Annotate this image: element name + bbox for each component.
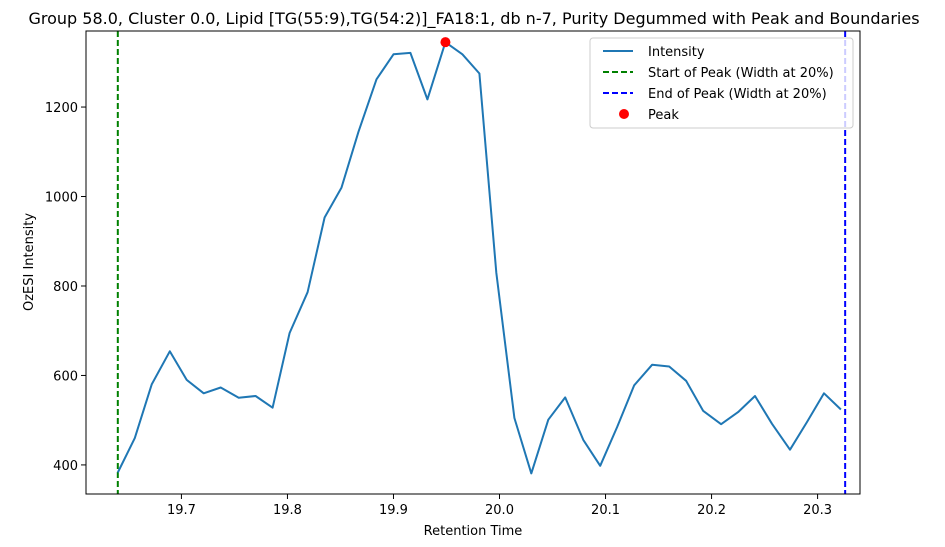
x-axis-ticks: 19.7 19.8 19.9 20.0 20.1 20.2 20.3 xyxy=(167,494,832,518)
series-layer xyxy=(116,41,842,475)
x-axis-label: Retention Time xyxy=(424,524,523,539)
peak-marker xyxy=(440,37,451,48)
legend-swatch-peak xyxy=(619,109,629,119)
legend-entry-intensity: Intensity xyxy=(603,45,705,60)
x-tick-label: 20.3 xyxy=(803,503,832,518)
legend: Intensity Start of Peak (Width at 20%) E… xyxy=(589,37,854,129)
y-axis-label: OzESI Intensity xyxy=(22,213,37,311)
legend-entry-peak: Peak xyxy=(619,108,679,123)
x-tick-label: 20.1 xyxy=(591,503,620,518)
y-tick-label: 800 xyxy=(53,280,78,295)
legend-label-start: Start of Peak (Width at 20%) xyxy=(648,66,834,81)
series-line-intensity xyxy=(116,41,842,475)
chart-title: Group 58.0, Cluster 0.0, Lipid [TG(55:9)… xyxy=(28,9,919,29)
legend-box xyxy=(589,37,854,129)
y-tick-label: 400 xyxy=(53,459,78,474)
y-axis-ticks: 400 600 800 1000 1200 xyxy=(45,101,86,474)
y-tick-label: 1200 xyxy=(45,101,78,116)
x-tick-label: 19.8 xyxy=(273,503,302,518)
y-tick-label: 600 xyxy=(53,369,78,384)
x-tick-label: 20.0 xyxy=(485,503,514,518)
y-tick-label: 1000 xyxy=(45,191,78,206)
x-tick-label: 19.7 xyxy=(167,503,196,518)
legend-label-intensity: Intensity xyxy=(648,45,705,60)
legend-entry-end: End of Peak (Width at 20%) xyxy=(603,87,827,102)
x-tick-label: 19.9 xyxy=(379,503,408,518)
x-tick-label: 20.2 xyxy=(697,503,726,518)
legend-label-peak: Peak xyxy=(648,108,679,123)
legend-label-end: End of Peak (Width at 20%) xyxy=(648,87,827,102)
axes-frame xyxy=(85,30,861,495)
legend-entry-start: Start of Peak (Width at 20%) xyxy=(603,66,834,81)
peak-layer xyxy=(440,37,451,48)
